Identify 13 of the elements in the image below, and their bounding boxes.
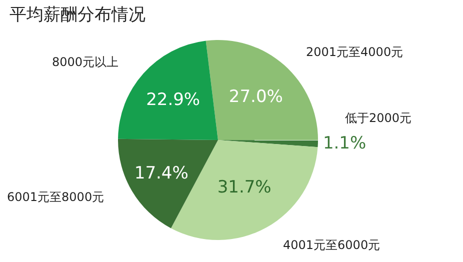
pie-slice (118, 138, 218, 228)
data-label: 22.9% (146, 90, 200, 110)
slice-label: 低于2000元 (345, 111, 412, 125)
slice-label: 2001元至4000元 (306, 45, 404, 59)
data-label: 17.4% (134, 164, 188, 184)
data-label: 1.1% (322, 134, 366, 154)
slice-label: 8000元以上 (52, 55, 119, 69)
chart-title: 平均薪酬分布情况 (9, 4, 146, 25)
slice-label: 4001元至6000元 (283, 238, 380, 252)
pie-slice (118, 40, 218, 140)
data-label: 27.0% (228, 87, 283, 108)
slice-label: 6001元至8000元 (7, 190, 104, 204)
data-label: 31.7% (217, 178, 272, 198)
